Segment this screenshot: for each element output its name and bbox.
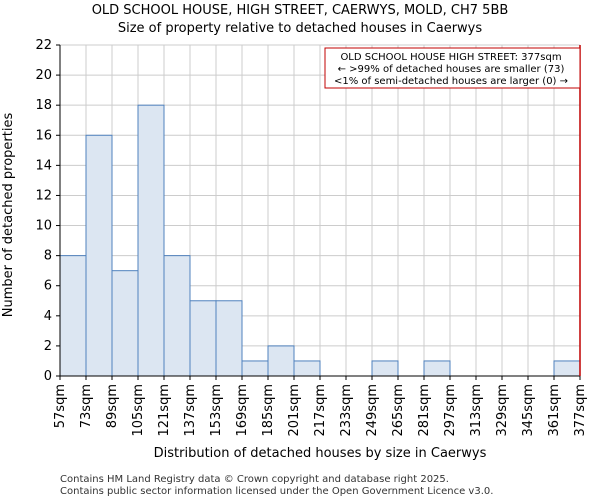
bar: [553, 360, 581, 377]
y-tick-label: 6: [44, 279, 52, 294]
bar: [293, 360, 321, 377]
bar: [137, 104, 165, 377]
bars: [59, 104, 581, 377]
x-tick-label: 121sqm: [157, 384, 172, 437]
x-tick-label: 297sqm: [443, 384, 458, 437]
footer-line-2: Contains public sector information licen…: [60, 486, 493, 497]
annotation-line-1: OLD SCHOOL HOUSE HIGH STREET: 377sqm: [340, 52, 561, 63]
bar: [267, 345, 295, 377]
y-tick-label: 20: [35, 68, 52, 83]
x-tick-label: 361sqm: [547, 384, 562, 437]
y-tick-label: 18: [35, 98, 52, 113]
x-tick-label: 377sqm: [573, 384, 588, 437]
bar: [215, 300, 243, 377]
x-tick-label: 249sqm: [365, 384, 380, 437]
y-tick-label: 10: [35, 219, 52, 234]
y-tick-label: 16: [35, 128, 52, 143]
x-tick-label: 313sqm: [469, 384, 484, 437]
chart-title: OLD SCHOOL HOUSE, HIGH STREET, CAERWYS, …: [92, 3, 509, 18]
bar: [163, 255, 191, 377]
y-tick-label: 8: [44, 249, 52, 264]
x-tick-label: 137sqm: [183, 384, 198, 437]
x-tick-label: 73sqm: [79, 384, 94, 428]
y-tick-label: 14: [35, 158, 52, 173]
y-axis-title: Number of detached properties: [1, 113, 16, 318]
x-tick-label: 233sqm: [339, 384, 354, 437]
x-axis-title: Distribution of detached houses by size …: [154, 446, 487, 461]
bar: [59, 255, 87, 377]
y-tick-label: 4: [44, 309, 52, 324]
x-tick-label: 57sqm: [53, 384, 68, 428]
annotation-box: OLD SCHOOL HOUSE HIGH STREET: 377sqm ← >…: [324, 47, 581, 89]
annotation-line-2: ← >99% of detached houses are smaller (7…: [338, 64, 565, 75]
x-tick-label: 281sqm: [417, 384, 432, 437]
x-tick-label: 329sqm: [495, 384, 510, 437]
x-tick-label: 89sqm: [105, 384, 120, 428]
bar: [85, 134, 113, 377]
y-tick-label: 2: [44, 339, 52, 354]
y-tick-label: 22: [35, 38, 52, 53]
x-tick-label: 153sqm: [209, 384, 224, 437]
x-tick-labels: 57sqm 73sqm 89sqm 105sqm 121sqm 137sqm 153sqm 1…: [53, 376, 588, 437]
bar: [111, 270, 139, 377]
x-tick-label: 345sqm: [521, 384, 536, 437]
bar: [423, 360, 451, 377]
x-tick-label: 265sqm: [391, 384, 406, 437]
bar: [189, 300, 217, 377]
x-tick-label: 105sqm: [131, 384, 146, 437]
x-tick-label: 217sqm: [313, 384, 328, 437]
x-tick-label: 169sqm: [235, 384, 250, 437]
footer-line-1: Contains HM Land Registry data © Crown c…: [60, 474, 449, 485]
y-tick-label: 0: [44, 369, 52, 384]
x-tick-label: 185sqm: [261, 384, 276, 437]
annotation-line-3: <1% of semi-detached houses are larger (…: [334, 76, 568, 87]
chart-subtitle: Size of property relative to detached ho…: [118, 21, 483, 36]
y-tick-label: 12: [35, 188, 52, 203]
bar: [371, 360, 399, 377]
bar: [241, 360, 269, 377]
y-tick-labels: 0 2 4 6 8 10 12 14 16 18 20 22: [35, 38, 60, 384]
x-tick-label: 201sqm: [287, 384, 302, 437]
